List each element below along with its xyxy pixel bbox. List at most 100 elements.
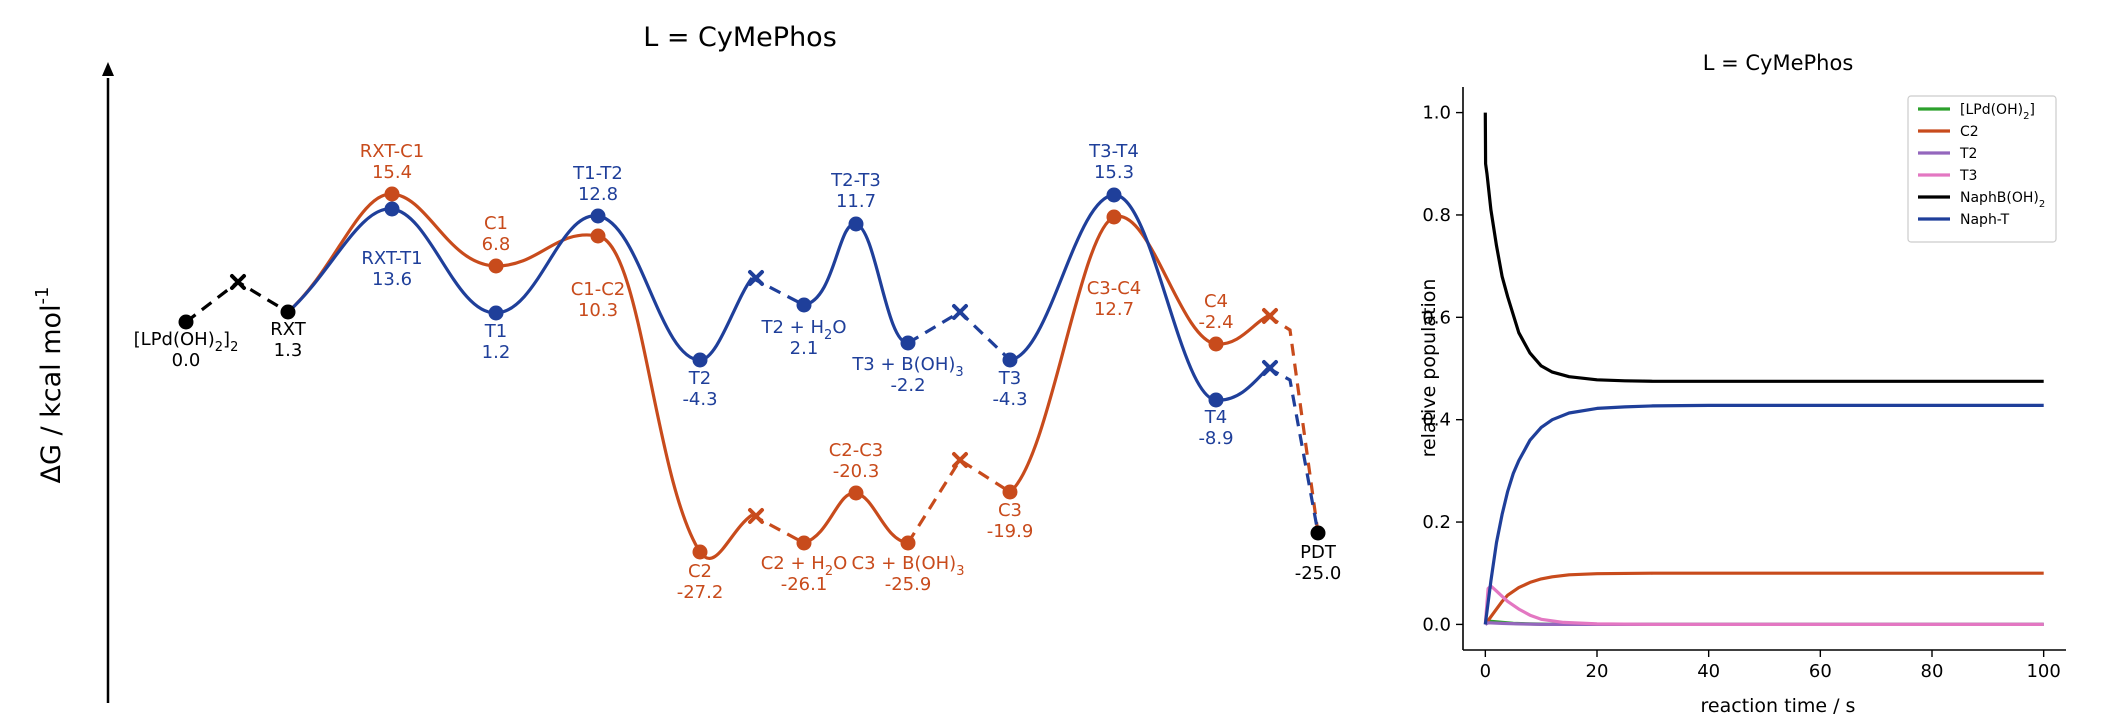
- legend-label-tail: ]: [2029, 102, 2034, 118]
- point-name-rxt: RXT: [270, 319, 307, 340]
- x-tick-label: 60: [1809, 661, 1832, 682]
- cross-marker: [230, 274, 246, 290]
- point-name-text: T3-T4: [1088, 141, 1139, 162]
- energy-axis-label: ΔG / kcal mol-1: [32, 286, 67, 483]
- cross-marker: [1262, 360, 1278, 376]
- point-energy-c2h2o: -26.1: [781, 574, 828, 595]
- y-tick-label: 0.8: [1422, 205, 1451, 226]
- point-name-t2: T2: [688, 368, 711, 389]
- legend-label-text: T3: [1959, 168, 1977, 184]
- series-line-4: [1483, 112, 2044, 383]
- point-name-c3: C3: [998, 500, 1022, 521]
- legend-label-sub: 2: [2039, 199, 2045, 210]
- stationary-point-c3boh3: [900, 535, 916, 551]
- point-energy-c4: -2.4: [1198, 312, 1233, 333]
- stationary-point-c3: [1002, 484, 1018, 500]
- point-name-c2: C2: [688, 561, 712, 582]
- point-name-text: T2-T3: [830, 170, 881, 191]
- stationary-point-rxt-c1: [384, 186, 400, 202]
- point-name-text: C1-C2: [571, 279, 626, 300]
- series-line-1: [1484, 571, 2044, 626]
- energy-axis-label-sup: -1: [32, 286, 53, 304]
- point-name-tail: O: [833, 553, 847, 574]
- cross-marker: [748, 508, 764, 524]
- y-tick-label: 1.0: [1422, 103, 1451, 124]
- point-name-rxt-t1: RXT-T1: [361, 248, 422, 269]
- energy-axis-label-text: ΔG / kcal mol: [36, 304, 67, 483]
- legend-label-text: [LPd(OH): [1960, 102, 2023, 118]
- legend-label-sub: 2: [2023, 111, 2029, 122]
- stationary-point-rxt-t1: [384, 201, 400, 217]
- point-name-text: C3-C4: [1087, 278, 1142, 299]
- stationary-point-c2h2o: [796, 535, 812, 551]
- stationary-point-t3-t4: [1106, 187, 1122, 203]
- point-name-sub: 3: [956, 564, 964, 579]
- point-name-c2-c3: C2-C3: [829, 440, 884, 461]
- legend-label: T3: [1959, 168, 1977, 184]
- stationary-point-t2-t3: [848, 216, 864, 232]
- point-name-t4: T4: [1204, 407, 1227, 428]
- series-line-5: [1483, 403, 2044, 625]
- point-name-t1: T1: [484, 321, 507, 342]
- point-name-c1-c2: C1-C2: [571, 279, 626, 300]
- profile-curves: [185, 192, 1320, 560]
- legend-label: T2: [1959, 146, 1977, 162]
- point-energy-rxt: 1.3: [274, 340, 303, 361]
- point-name-text: RXT: [270, 319, 307, 340]
- x-tick-label: 80: [1921, 661, 1944, 682]
- stationary-point-c1-c2: [590, 228, 606, 244]
- stationary-point-t2: [692, 352, 708, 368]
- cross-marker: [952, 304, 968, 320]
- point-name-text: T2 + H: [761, 317, 825, 338]
- point-energy-t2: -4.3: [682, 389, 717, 410]
- legend-label: C2: [1960, 124, 1979, 140]
- stationary-point-c2-c3: [848, 485, 864, 501]
- point-energy-t3-t4: 15.3: [1094, 162, 1134, 183]
- point-energy-c2: -27.2: [677, 582, 724, 603]
- kinetics-x-label: reaction time / s: [1701, 695, 1856, 717]
- point-name-c3-c4: C3-C4: [1087, 278, 1142, 299]
- point-energy-rxt-t1: 13.6: [372, 269, 412, 290]
- point-name-text: [LPd(OH): [134, 329, 215, 350]
- point-energy-t3: -4.3: [992, 389, 1027, 410]
- point-energy-pdt: -25.0: [1295, 563, 1342, 584]
- curve-common-start: [185, 280, 289, 324]
- energy-axis-arrowhead: [102, 62, 114, 76]
- point-name-text: PDT: [1300, 542, 1337, 563]
- x-tick-label: 100: [2026, 661, 2060, 682]
- point-name-t3boh3: T3 + B(OH)3: [851, 354, 963, 380]
- legend-label: NaphB(OH)2: [1960, 190, 2045, 210]
- cross-marker: [952, 452, 968, 468]
- point-name-text: RXT-C1: [360, 141, 424, 162]
- point-name-text: C2: [688, 561, 712, 582]
- legend-label-text: T2: [1959, 146, 1977, 162]
- cross-marker: [748, 270, 764, 286]
- stationary-point-t4: [1208, 392, 1224, 408]
- y-tick-label: 0.6: [1422, 307, 1451, 328]
- cross-marker: [1262, 308, 1278, 324]
- point-name-sub: 2: [825, 564, 833, 579]
- point-name-lpd: [LPd(OH)2]2: [134, 329, 239, 355]
- point-name-text: C2 + H: [761, 553, 825, 574]
- stationary-point-lpd: [178, 314, 194, 330]
- point-energy-rxt-c1: 15.4: [372, 162, 412, 183]
- stationary-point-pdt: [1310, 525, 1326, 541]
- kinetics-chart: L = CyMePhos 0 20 40 60 80 100 0.0 0.2 0.4 0.6 0.8…: [1418, 51, 2066, 717]
- point-energy-lpd: 0.0: [172, 350, 201, 371]
- point-name-tail: O: [832, 317, 846, 338]
- y-tick-label: 0.4: [1422, 410, 1451, 431]
- point-name-pdt: PDT: [1300, 542, 1337, 563]
- point-energy-c3: -19.9: [987, 521, 1034, 542]
- point-name-text: C3 + B(OH): [852, 553, 957, 574]
- stationary-point-t2h2o: [796, 297, 812, 313]
- curve-orange-upper: [286, 192, 753, 560]
- point-name-sub: 2: [215, 340, 223, 355]
- point-name-text: C1: [484, 213, 508, 234]
- x-tick-label: 40: [1697, 661, 1720, 682]
- point-energy-t1: 1.2: [482, 342, 511, 363]
- point-energy-c1: 6.8: [482, 234, 511, 255]
- legend-label-text: C2: [1960, 124, 1979, 140]
- point-name-t1-t2: T1-T2: [572, 163, 623, 184]
- point-name-t3: T3: [998, 368, 1021, 389]
